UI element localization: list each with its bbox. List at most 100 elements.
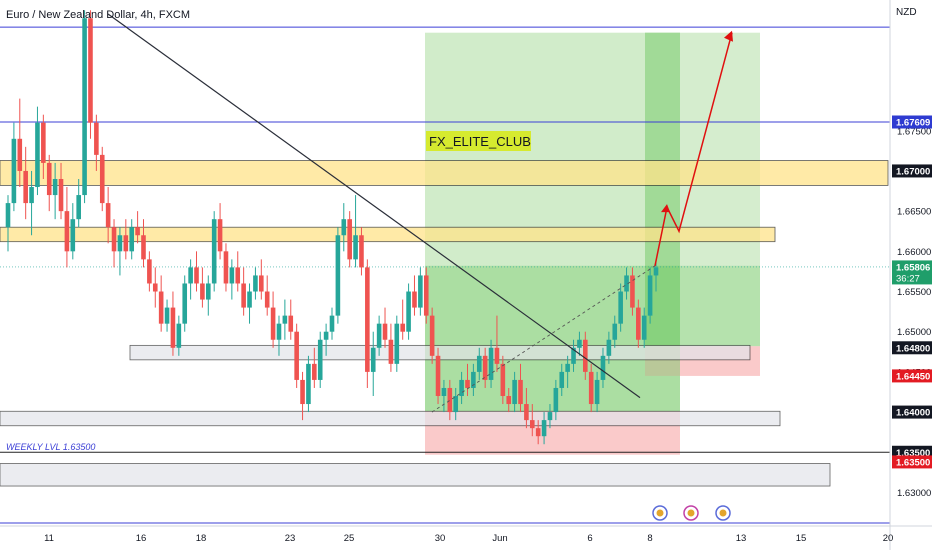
candle [588, 363, 594, 413]
candle [282, 299, 288, 340]
candle [23, 146, 28, 220]
candle [247, 283, 252, 324]
candle-body [653, 267, 659, 276]
candle [641, 307, 647, 348]
candle-body [99, 154, 105, 204]
candle-body [88, 18, 93, 123]
x-tick-label: 8 [647, 533, 652, 544]
candle-body [264, 291, 270, 308]
candle [99, 146, 105, 212]
projection-path [654, 32, 733, 266]
candle [577, 331, 582, 356]
candles-layer [5, 10, 659, 445]
candle [317, 331, 323, 388]
candle [70, 203, 76, 260]
candle-body [388, 339, 394, 364]
event-icon-dot [656, 509, 664, 517]
candle [647, 267, 653, 324]
candle-body [176, 323, 182, 348]
candle-body [571, 347, 576, 364]
candle-body [630, 275, 635, 308]
candle-body [323, 331, 329, 340]
candle-body [312, 363, 317, 380]
candle [524, 387, 529, 429]
candle-body [241, 283, 246, 308]
candle-body [418, 275, 423, 308]
support-zone [0, 410, 781, 427]
y-tick-label: 1.65500 [897, 287, 931, 298]
candle [488, 339, 494, 388]
candle [94, 114, 99, 171]
candle [82, 10, 87, 204]
candle [111, 219, 117, 268]
candle [147, 251, 152, 292]
y-tick-label: 1.66500 [897, 207, 931, 218]
candle [300, 371, 305, 421]
price-tag [892, 369, 932, 383]
drawings-layer: FX_ELITE_CLUB WEEKLY LVL 1.63500 [6, 13, 733, 521]
candle [152, 267, 158, 308]
candle [270, 291, 276, 348]
candle-body [306, 363, 311, 405]
candle-body [158, 291, 164, 324]
candle-body [529, 420, 535, 429]
x-tick-label: 15 [796, 533, 807, 544]
candle [306, 355, 311, 413]
candle-body [235, 267, 241, 284]
candle [606, 331, 612, 364]
candle [476, 347, 482, 380]
candle-body [547, 412, 553, 421]
ascending-dashed-trendline [431, 265, 656, 413]
x-tick-label: 30 [435, 533, 446, 544]
candle [158, 275, 164, 332]
candle [205, 275, 211, 316]
candle-body [588, 371, 594, 405]
price-tag-countdown: 36:27 [896, 273, 920, 284]
candle-body [429, 315, 435, 356]
filled-progress-zone [645, 265, 760, 347]
price-tag-label: 1.63500 [896, 457, 930, 468]
candle-body [553, 387, 559, 413]
candle [535, 420, 541, 445]
candle-body [129, 227, 135, 252]
candle [653, 259, 659, 292]
candle-body [347, 219, 352, 260]
candle-body [453, 396, 459, 413]
candle-body [465, 379, 470, 388]
candle-body [300, 379, 305, 405]
candle-body [200, 283, 205, 300]
candle-body [400, 323, 405, 332]
resistance-zone [0, 160, 889, 186]
candle-body [636, 307, 641, 340]
x-tick-label: 13 [736, 533, 747, 544]
candle [29, 170, 34, 236]
candle-body [382, 323, 388, 340]
y-tick-label: 1.63000 [897, 488, 931, 499]
candle [359, 227, 364, 276]
y-tick-label: 1.66000 [897, 247, 931, 258]
candle-body [58, 178, 64, 212]
price-tag-label: 1.67000 [896, 166, 930, 177]
x-tick-label: 6 [587, 533, 592, 544]
y-tick-label: 1.67500 [897, 126, 931, 137]
candle [370, 331, 376, 397]
candle-body [17, 138, 23, 171]
zones-layer [0, 32, 889, 487]
levels-layer [0, 26, 890, 524]
candle-body [412, 291, 417, 308]
candle [636, 299, 641, 348]
candle [335, 227, 341, 324]
candle-body [288, 315, 294, 332]
candle [600, 347, 606, 388]
candle [52, 162, 58, 220]
candle [630, 267, 635, 316]
candle [123, 219, 129, 260]
price-tag [892, 164, 932, 178]
candle-body [276, 323, 282, 340]
candle [288, 299, 294, 340]
candle-body [459, 379, 464, 397]
candle-body [365, 267, 370, 372]
candle-body [23, 170, 28, 204]
